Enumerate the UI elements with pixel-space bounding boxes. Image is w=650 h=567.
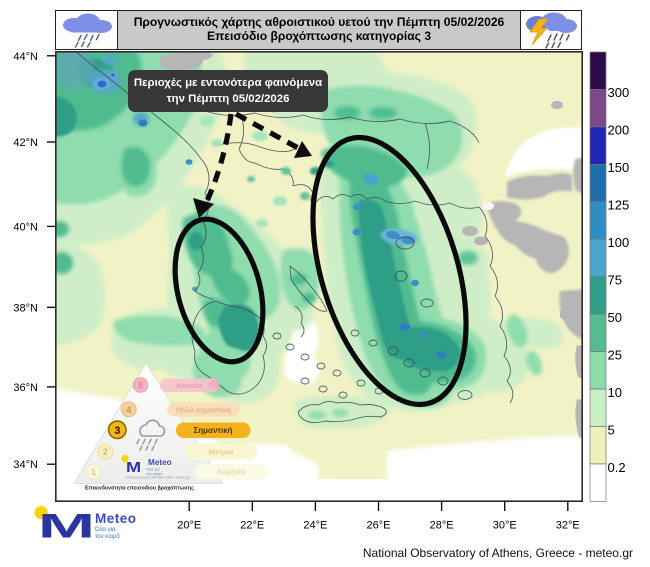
svg-text:5: 5: [138, 380, 143, 390]
svg-text:Όλα για: Όλα για: [94, 527, 116, 533]
svg-text:200: 200: [608, 123, 630, 138]
svg-text:Όλα για: Όλα για: [145, 467, 160, 472]
svg-text:Χαμηλή: Χαμηλή: [217, 467, 245, 476]
svg-text:300: 300: [608, 85, 630, 100]
svg-text:38°N: 38°N: [13, 302, 38, 314]
svg-text:Meteo: Meteo: [95, 511, 137, 526]
svg-text:Πολύ σημαντική: Πολύ σημαντική: [176, 405, 231, 414]
svg-text:50: 50: [608, 310, 622, 325]
svg-text:Επικινδυνότητα επεισοδίου βροχ: Επικινδυνότητα επεισοδίου βροχόπτωσης: [85, 486, 194, 492]
svg-text:125: 125: [608, 198, 630, 213]
svg-text:24°E: 24°E: [303, 520, 327, 532]
svg-text:100: 100: [608, 235, 630, 250]
svg-text:4: 4: [126, 405, 131, 415]
svg-text:34°N: 34°N: [13, 459, 38, 471]
svg-text:0.2: 0.2: [608, 460, 626, 475]
svg-text:10: 10: [608, 385, 622, 400]
svg-text:36°N: 36°N: [13, 382, 38, 394]
svg-text:Ακραία: Ακραία: [176, 381, 202, 390]
svg-text:20°E: 20°E: [177, 520, 201, 532]
svg-text:25: 25: [608, 347, 622, 362]
svg-text:32°E: 32°E: [556, 520, 580, 532]
svg-text:1: 1: [91, 467, 96, 477]
svg-text:τον καιρό: τον καιρό: [146, 471, 163, 476]
svg-text:M: M: [38, 507, 95, 545]
svg-text:150: 150: [608, 160, 630, 175]
svg-text:Μετεωρολογική Μονάδα ΕΑΑ - met: Μετεωρολογική Μονάδα ΕΑΑ - meteo.gr: [126, 476, 191, 480]
svg-text:Σημαντική: Σημαντική: [193, 426, 232, 435]
svg-text:3: 3: [114, 425, 120, 437]
svg-text:75: 75: [608, 273, 622, 288]
svg-text:26°E: 26°E: [367, 520, 391, 532]
svg-text:44°N: 44°N: [13, 51, 38, 63]
svg-text:5: 5: [608, 422, 615, 437]
svg-text:M: M: [126, 460, 141, 476]
svg-text:22°E: 22°E: [240, 520, 264, 532]
svg-text:2: 2: [103, 447, 108, 457]
svg-text:Meteo: Meteo: [148, 458, 172, 467]
svg-text:40°N: 40°N: [13, 221, 38, 233]
svg-text:Μέτρια: Μέτρια: [209, 448, 234, 457]
svg-text:τον καιρό: τον καιρό: [95, 533, 120, 540]
svg-text:30°E: 30°E: [493, 520, 517, 532]
svg-text:42°N: 42°N: [13, 137, 38, 149]
svg-text:28°E: 28°E: [430, 520, 454, 532]
